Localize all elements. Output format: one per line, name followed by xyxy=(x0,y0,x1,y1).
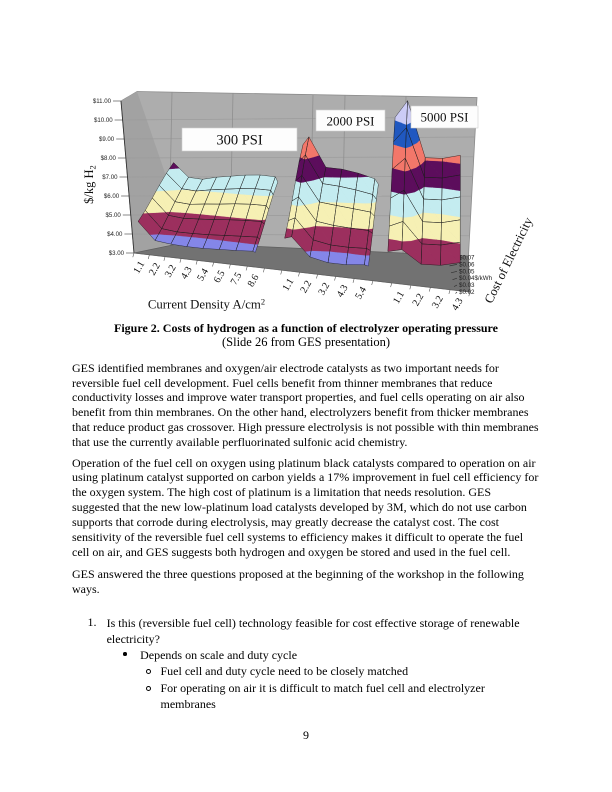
svg-text:$9.00: $9.00 xyxy=(99,136,115,143)
svg-text:$0.03: $0.03 xyxy=(459,282,475,289)
svg-text:$0.05: $0.05 xyxy=(459,268,475,275)
svg-text:Cost of Electricity: Cost of Electricity xyxy=(482,215,536,306)
svg-text:4.3: 4.3 xyxy=(450,296,466,312)
svg-text:2.2: 2.2 xyxy=(298,279,314,295)
svg-text:2.2: 2.2 xyxy=(147,261,163,277)
svg-text:4.3: 4.3 xyxy=(335,283,351,299)
svg-text:2000 PSI: 2000 PSI xyxy=(326,113,374,128)
svg-text:300 PSI: 300 PSI xyxy=(216,133,263,149)
svg-text:5.4: 5.4 xyxy=(353,285,369,301)
svg-text:5000 PSI: 5000 PSI xyxy=(420,110,468,125)
svg-text:Current Density A/cm2: Current Density A/cm2 xyxy=(148,297,265,312)
svg-text:2.2: 2.2 xyxy=(411,292,427,308)
svg-text:$0.02: $0.02 xyxy=(459,289,475,296)
svg-text:3.2: 3.2 xyxy=(430,294,446,310)
svg-text:1.1: 1.1 xyxy=(281,277,297,293)
svg-text:7.5: 7.5 xyxy=(229,271,245,287)
svg-text:$/kg H2: $/kg H2 xyxy=(82,165,98,204)
svg-text:1.1: 1.1 xyxy=(391,290,407,306)
svg-text:1.1: 1.1 xyxy=(132,259,148,275)
svg-text:$3.00: $3.00 xyxy=(109,250,125,257)
svg-text:$5.00: $5.00 xyxy=(106,212,122,219)
svg-text:$0.04$/kWh: $0.04$/kWh xyxy=(459,275,493,282)
svg-text:6.5: 6.5 xyxy=(212,269,228,285)
svg-text:5.4: 5.4 xyxy=(195,267,211,283)
svg-text:8.6: 8.6 xyxy=(246,273,262,289)
svg-text:$11.00: $11.00 xyxy=(93,98,112,105)
svg-text:$7.00: $7.00 xyxy=(102,174,118,181)
svg-text:$4.00: $4.00 xyxy=(107,231,123,238)
svg-text:$6.00: $6.00 xyxy=(104,193,120,200)
svg-text:$8.00: $8.00 xyxy=(101,155,117,162)
svg-text:4.3: 4.3 xyxy=(179,265,195,281)
svg-text:3.2: 3.2 xyxy=(163,263,179,279)
svg-text:$10.00: $10.00 xyxy=(94,117,113,124)
svg-text:$0.07: $0.07 xyxy=(459,255,475,262)
svg-text:$0.06: $0.06 xyxy=(459,261,475,268)
svg-text:3.2: 3.2 xyxy=(317,281,333,297)
